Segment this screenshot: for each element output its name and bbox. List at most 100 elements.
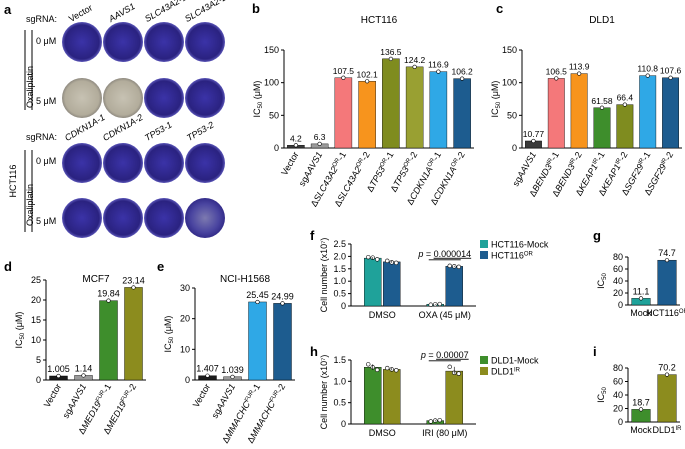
bar xyxy=(405,66,424,149)
data-label: 6.3 xyxy=(314,132,326,142)
x-tick-label: sgAAVS1 xyxy=(61,382,89,420)
data-point xyxy=(394,260,399,266)
data-point xyxy=(131,285,136,290)
y-tick-label: 25 xyxy=(31,275,41,285)
data-point xyxy=(366,254,371,260)
y-tick-label: 1.5 xyxy=(333,264,346,274)
bar xyxy=(616,104,634,149)
bar xyxy=(364,257,382,307)
data-label: 116.9 xyxy=(428,60,449,70)
bar xyxy=(248,301,267,381)
legend-swatch xyxy=(480,251,488,259)
plate-well xyxy=(103,78,143,118)
data-point xyxy=(447,364,452,370)
y-tick-label: 0 xyxy=(274,143,279,153)
data-point xyxy=(668,75,673,80)
y-tick-label: 5 xyxy=(36,355,41,365)
y-tick-label: 10 xyxy=(180,344,190,354)
y-tick-label: 0 xyxy=(341,419,346,429)
panel-letter: i xyxy=(593,344,597,359)
data-label: 107.6 xyxy=(660,66,682,76)
concentration-label: 0 μM xyxy=(36,36,57,46)
data-label: 24.99 xyxy=(271,291,294,301)
y-axis-label: Cell number (x10⁷) xyxy=(319,355,329,430)
y-tick-label: 60 xyxy=(613,377,623,387)
bar xyxy=(99,300,118,381)
bar xyxy=(639,75,657,149)
data-point xyxy=(428,302,433,307)
data-point xyxy=(531,138,536,144)
plate-well xyxy=(62,198,102,238)
panel-letter: f xyxy=(310,228,315,243)
data-point xyxy=(437,417,442,423)
data-point xyxy=(554,76,559,81)
y-tick-label: 80 xyxy=(613,252,623,262)
data-point xyxy=(428,419,433,424)
data-label: 1.14 xyxy=(75,363,93,373)
x-tick-label: Mock xyxy=(630,308,652,318)
data-point xyxy=(394,368,399,373)
y-tick-label: 0.5 xyxy=(333,289,346,299)
x-tick-label: OXA (45 μM) xyxy=(419,310,471,320)
p-value-annotation: p = 0.00007 xyxy=(420,350,469,360)
y-tick-label: 20 xyxy=(180,314,190,324)
y-tick-label: 15 xyxy=(31,315,41,325)
bar xyxy=(358,81,376,149)
chart-title: NCI-H1568 xyxy=(220,274,270,285)
concentration-label: 5 μM xyxy=(36,216,57,226)
plate-well xyxy=(144,143,184,183)
data-label: 110.8 xyxy=(637,64,658,74)
y-tick-label: 0 xyxy=(512,143,517,153)
bar xyxy=(453,78,471,149)
data-point xyxy=(280,301,285,306)
panel-letter: g xyxy=(593,228,601,243)
data-point xyxy=(230,374,235,379)
data-label: 74.7 xyxy=(658,248,676,258)
y-tick-label: 0 xyxy=(185,375,190,385)
panel-d-chart: d 0 5 10 15 20 25 IC50 (μM) MCF7 1.005 Vector 1.14 s… xyxy=(4,259,146,436)
data-point xyxy=(638,296,644,301)
y-tick-label: 1.0 xyxy=(333,276,346,286)
y-axis-label: IC50 (μM) xyxy=(252,81,264,118)
data-point xyxy=(375,367,380,373)
y-axis-label: Cell number (x10⁷) xyxy=(319,238,329,313)
data-label: 18.7 xyxy=(632,397,650,407)
y-tick-label: 50 xyxy=(269,110,279,120)
data-point xyxy=(622,102,627,107)
x-tick-label: Vector xyxy=(279,150,300,177)
plate-well xyxy=(185,78,225,118)
bar xyxy=(657,259,677,306)
data-point xyxy=(645,73,650,78)
y-tick-label: 0 xyxy=(618,417,623,427)
y-tick-label: 40 xyxy=(613,390,623,400)
panel-letter: c xyxy=(496,1,503,16)
panel-letter: b xyxy=(252,1,260,16)
y-tick-label: 80 xyxy=(613,363,623,373)
data-label: 10.77 xyxy=(523,129,545,139)
bar xyxy=(570,73,588,149)
panel-f-chart: f 0 0.5 1.0 1.5 2.0 2.5 Cell number (x10⁷) DMSO O… xyxy=(310,228,549,320)
x-tick-label: Mock xyxy=(630,425,652,435)
y-tick-label: 100 xyxy=(502,78,517,88)
bar xyxy=(383,369,401,425)
plate-well xyxy=(144,198,184,238)
chart-title: HCT116 xyxy=(361,15,398,26)
y-axis-label: IC50 (μM) xyxy=(490,81,502,118)
y-tick-label: 20 xyxy=(613,288,623,298)
legend-swatch xyxy=(480,367,488,375)
data-point xyxy=(577,71,582,76)
y-tick-label: 50 xyxy=(507,110,517,120)
concentration-label: 5 μM xyxy=(36,96,57,106)
plate-well xyxy=(62,22,102,62)
bracket-lines xyxy=(24,30,33,232)
y-axis-label: IC50 xyxy=(596,273,608,289)
data-label: 1.039 xyxy=(221,365,244,375)
y-tick-label: 30 xyxy=(180,283,190,293)
panel-letter: h xyxy=(310,344,318,359)
plate-well xyxy=(185,198,225,238)
bar xyxy=(334,77,353,149)
data-point xyxy=(293,143,298,148)
plate-well xyxy=(103,143,143,183)
x-tick-label: sgAAVS1 xyxy=(210,382,238,420)
bar xyxy=(273,303,292,381)
